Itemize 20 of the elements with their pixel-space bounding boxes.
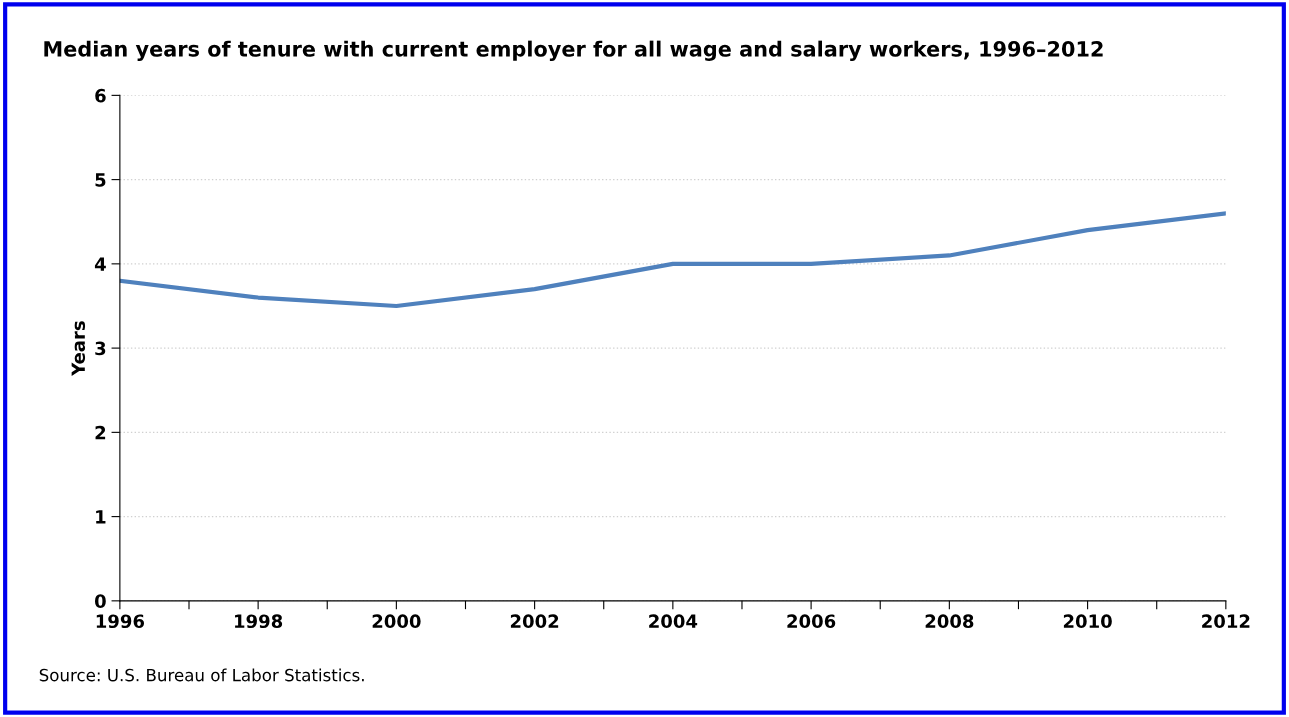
y-tick-label: 2 (95, 425, 106, 440)
x-tick-label: 2008 (925, 614, 974, 629)
x-tick-label: 2006 (787, 614, 836, 629)
x-tick-label: 2012 (1202, 614, 1250, 629)
y-axis-title: Years (71, 321, 86, 377)
y-tick-label: 3 (95, 341, 106, 356)
y-tick-label: 5 (95, 173, 106, 187)
chart-title: Median years of tenure with current employer for all wage and salary workers, 1996–2012 (44, 40, 1103, 61)
x-tick-label: 2002 (510, 614, 559, 629)
y-tick-label: 4 (94, 257, 106, 271)
x-tick-label: 1998 (235, 614, 283, 629)
line-series (119, 211, 1226, 309)
y-tick-label: 6 (95, 88, 106, 103)
x-tick-label: 2004 (649, 614, 698, 629)
x-tick-label: 2010 (1063, 614, 1112, 629)
source-note: Source: U.S. Bureau of Labor Statistics. (39, 668, 364, 682)
y-tick-label: 0 (94, 594, 106, 608)
y-tick-label: 1 (96, 510, 106, 524)
x-tick-label: 2000 (372, 614, 421, 629)
x-tick-label: 1996 (96, 614, 145, 629)
